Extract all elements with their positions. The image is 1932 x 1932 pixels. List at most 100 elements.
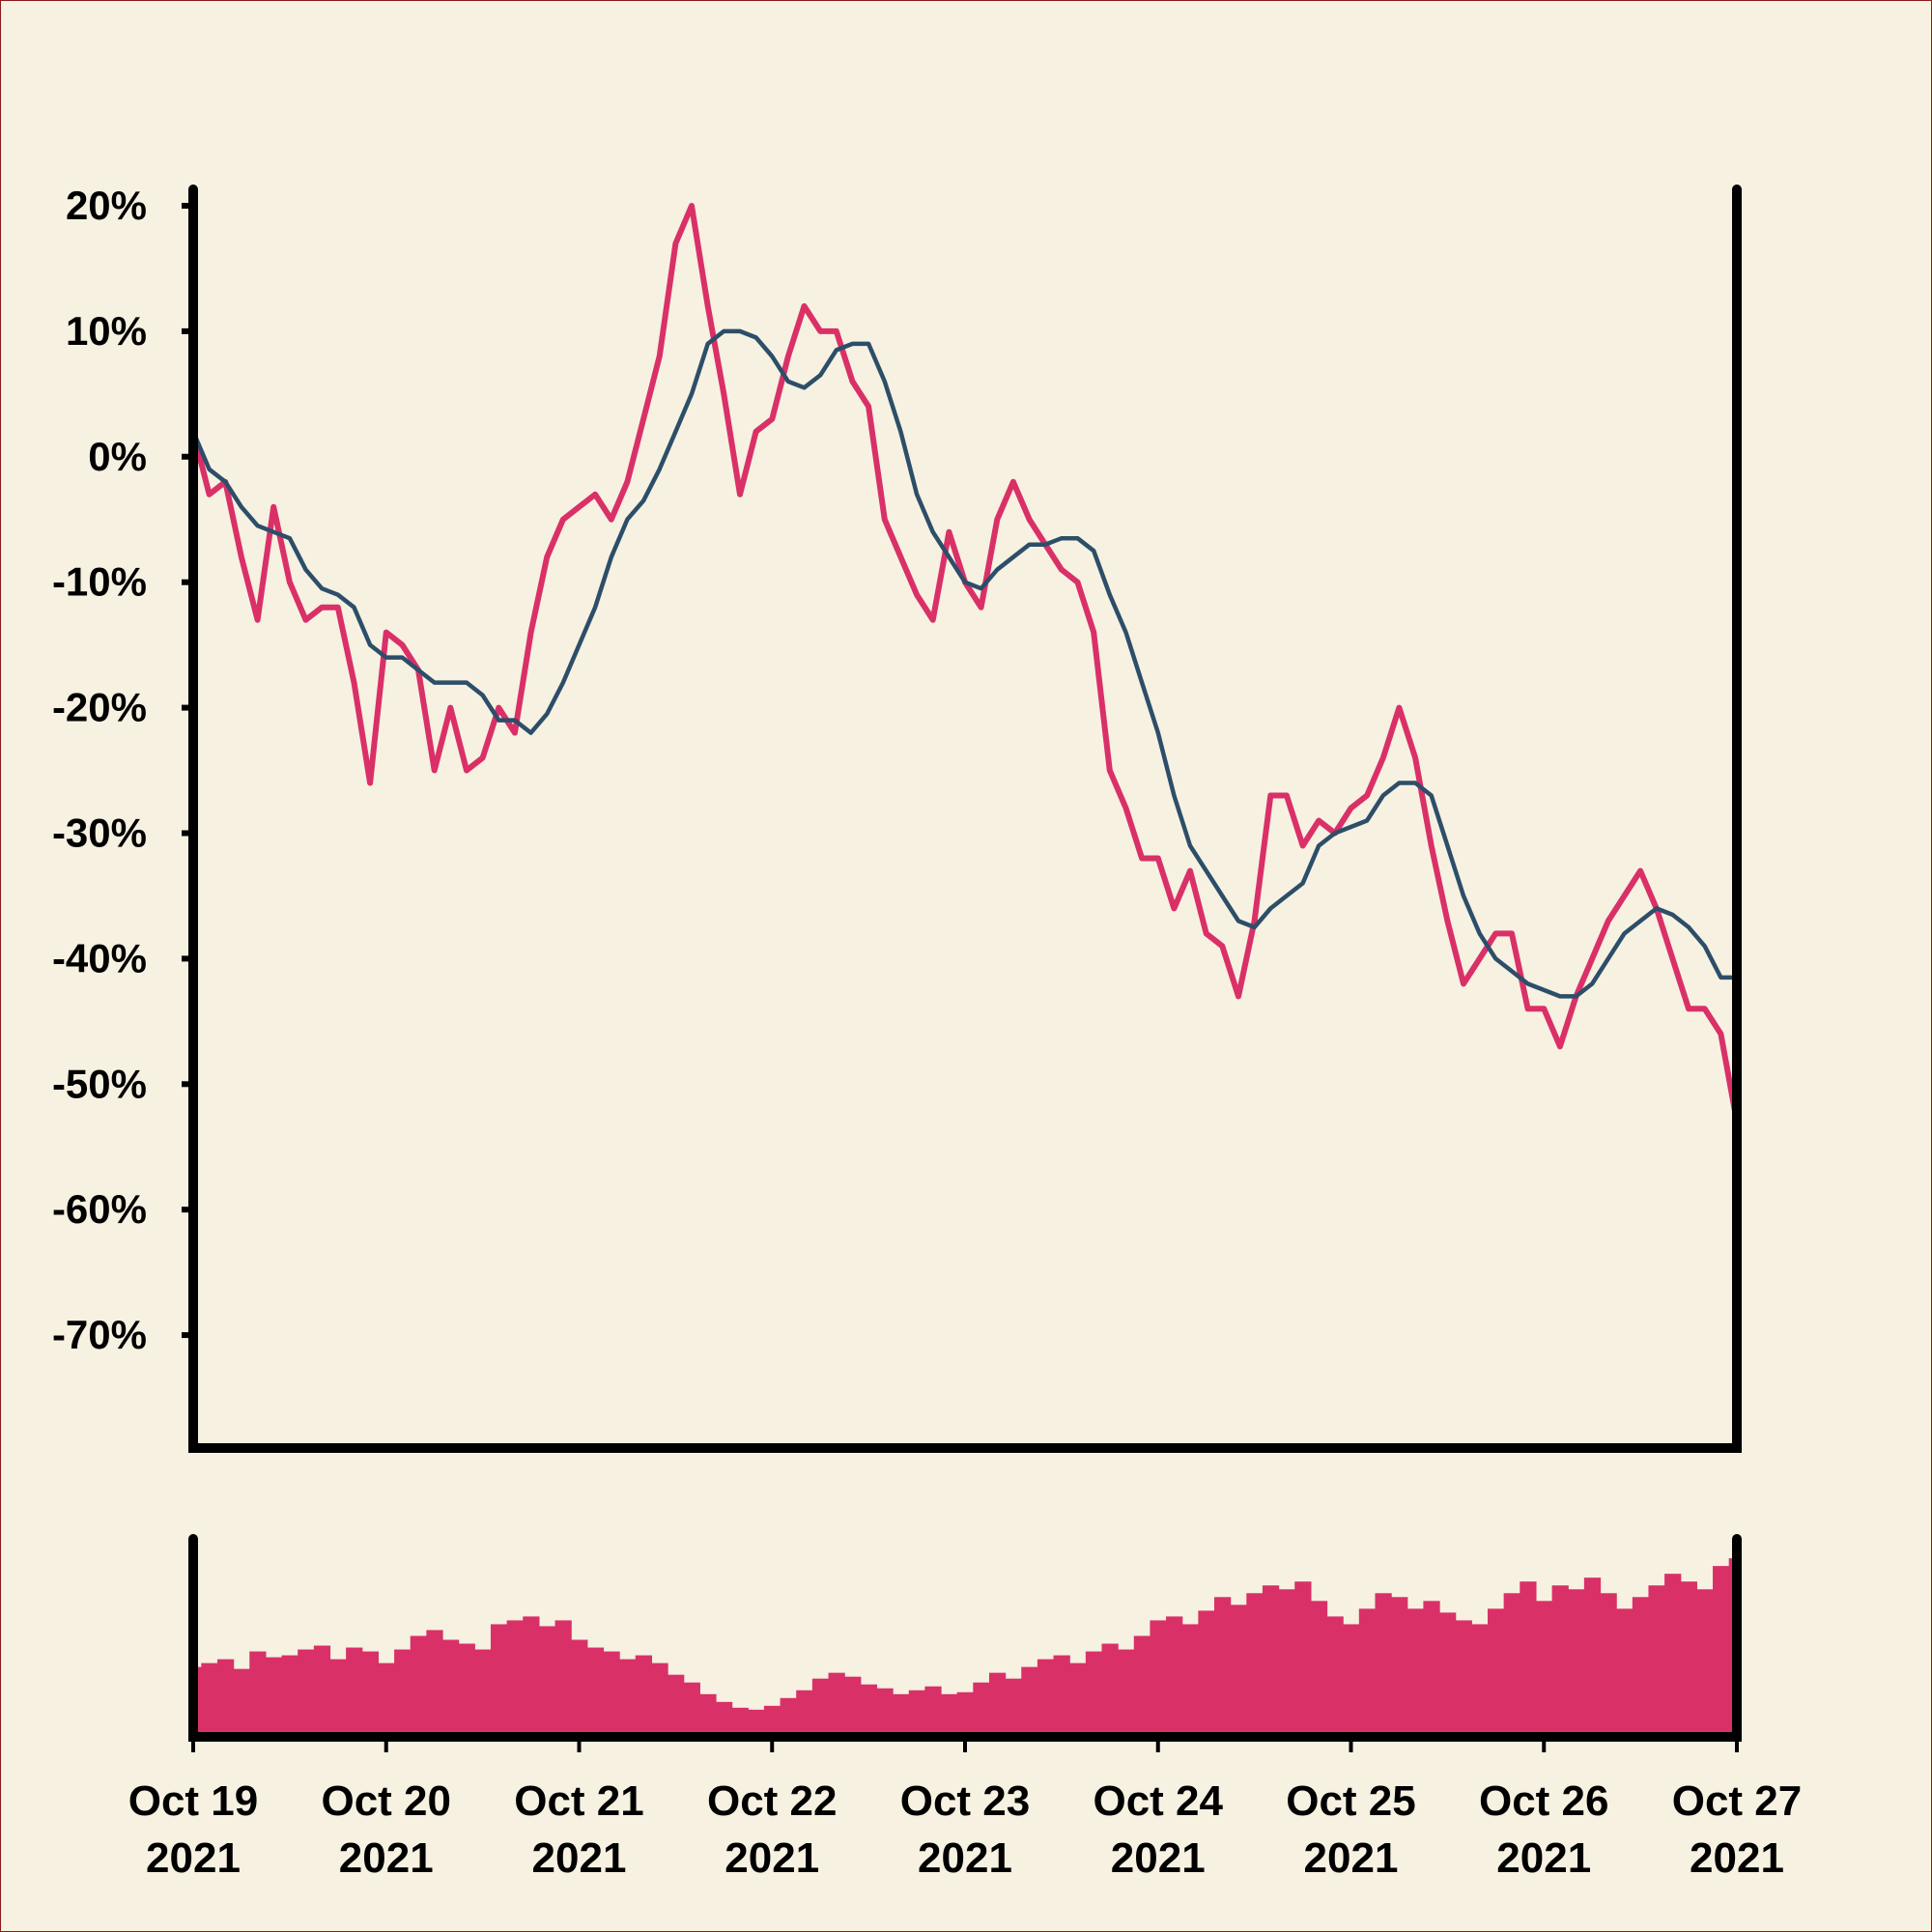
price-line: [190, 328, 1737, 999]
volume-bar: [1053, 1655, 1070, 1737]
volume-bar: [1181, 1624, 1199, 1737]
volume-bar: [668, 1674, 685, 1737]
volume-bar: [1005, 1678, 1022, 1737]
volume-bar: [893, 1693, 910, 1737]
volume-bar: [216, 1659, 235, 1737]
volume-bar: [828, 1672, 845, 1737]
volume-bar: [233, 1668, 250, 1737]
volume-bar: [780, 1697, 797, 1737]
y-tick-label: -60%: [52, 1186, 147, 1232]
x-tick-label: Oct 23: [900, 1777, 1031, 1825]
volume-bar: [1696, 1589, 1714, 1737]
volume-bar: [1262, 1585, 1280, 1737]
volume-bar: [1535, 1601, 1553, 1737]
volume-bar: [426, 1630, 443, 1737]
x-tick-label: Oct 26: [1479, 1777, 1609, 1825]
y-tick-label: -10%: [52, 559, 147, 605]
volume-bar: [1455, 1620, 1472, 1737]
volume-bar: [346, 1647, 363, 1737]
volume-bar: [1375, 1593, 1392, 1737]
volume-bar: [554, 1620, 572, 1737]
volume-bar: [1133, 1635, 1151, 1737]
volume-bar: [699, 1693, 717, 1737]
panel-frame: [188, 185, 1742, 1453]
volume-bar: [1391, 1597, 1408, 1737]
volume-bar: [1423, 1601, 1440, 1737]
volume-bar: [941, 1693, 958, 1737]
volume-bar: [1294, 1581, 1312, 1737]
volume-bar: [1310, 1601, 1328, 1737]
volume-bar: [281, 1655, 298, 1737]
volume-bar: [876, 1688, 894, 1737]
volume-bar: [506, 1620, 524, 1737]
volume-bar: [748, 1709, 765, 1737]
volume-bar: [1713, 1566, 1730, 1737]
y-tick-label: -20%: [52, 685, 147, 730]
volume-bar: [1664, 1574, 1682, 1737]
volume-bar: [1118, 1649, 1135, 1737]
y-tick-label: -30%: [52, 810, 147, 855]
volume-bar: [1520, 1581, 1537, 1737]
x-tick-label: Oct 22: [707, 1777, 838, 1825]
volume-bar: [1069, 1662, 1087, 1737]
x-tick-label: 2021: [918, 1834, 1012, 1882]
x-tick-label: 2021: [1690, 1834, 1784, 1882]
volume-bar: [538, 1626, 556, 1737]
volume-bar: [973, 1682, 990, 1737]
volume-bar: [313, 1645, 331, 1737]
x-tick-label: 2021: [1496, 1834, 1591, 1882]
volume-bar: [860, 1684, 878, 1737]
volume-bar: [1358, 1608, 1377, 1737]
volume-bar: [811, 1678, 830, 1737]
volume-bar: [361, 1651, 380, 1737]
volume-bar: [586, 1647, 605, 1737]
volume-bar: [394, 1649, 412, 1737]
volume-bar: [1503, 1593, 1520, 1737]
x-tick-label: 2021: [1111, 1834, 1206, 1882]
volume-bar: [1037, 1659, 1055, 1737]
x-tick-label: 2021: [724, 1834, 819, 1882]
volume-bar: [1101, 1643, 1119, 1737]
x-tick-label: 2021: [532, 1834, 627, 1882]
x-tick-label: Oct 27: [1672, 1777, 1803, 1825]
volume-bar: [763, 1705, 781, 1737]
volume-bar: [731, 1707, 749, 1737]
volume-bar: [1230, 1605, 1247, 1737]
volume-bar: [1214, 1597, 1232, 1737]
volume-bar: [796, 1690, 813, 1737]
x-tick-label: Oct 24: [1093, 1777, 1223, 1825]
x-tick-label: Oct 25: [1286, 1777, 1416, 1825]
x-tick-label: 2021: [146, 1834, 241, 1882]
volume-bar: [603, 1651, 620, 1737]
x-tick-label: Oct 21: [514, 1777, 644, 1825]
volume-bar: [474, 1649, 492, 1737]
volume-bar: [1150, 1620, 1167, 1737]
volume-bar: [1439, 1612, 1457, 1737]
volume-bar: [442, 1639, 460, 1737]
volume-bar: [1551, 1585, 1569, 1737]
volume-bar: [1326, 1616, 1344, 1737]
volume-bar: [298, 1649, 315, 1737]
volume-bar: [1085, 1651, 1103, 1737]
volume-bar: [249, 1651, 267, 1737]
volume-bar: [410, 1635, 427, 1737]
volume-bar: [329, 1659, 347, 1737]
volume-bar: [265, 1657, 283, 1737]
volume-bar: [1616, 1608, 1634, 1737]
x-tick-label: 2021: [1304, 1834, 1399, 1882]
volume-bar: [844, 1676, 862, 1737]
volume-bar: [619, 1659, 637, 1737]
volume-bar: [1583, 1577, 1602, 1737]
y-tick-label: -40%: [52, 935, 147, 980]
volume-bar: [1648, 1585, 1665, 1737]
volume-bar: [1021, 1666, 1038, 1737]
y-tick-label: 10%: [66, 308, 147, 354]
volume-bar: [1471, 1624, 1489, 1737]
volume-bar: [1343, 1624, 1360, 1737]
volume-bar: [1632, 1597, 1650, 1737]
volume-bar: [988, 1672, 1007, 1737]
y-tick-label: 0%: [88, 434, 147, 479]
volume-bar: [956, 1691, 974, 1737]
volume-bar: [651, 1662, 668, 1737]
x-tick-label: 2021: [339, 1834, 434, 1882]
